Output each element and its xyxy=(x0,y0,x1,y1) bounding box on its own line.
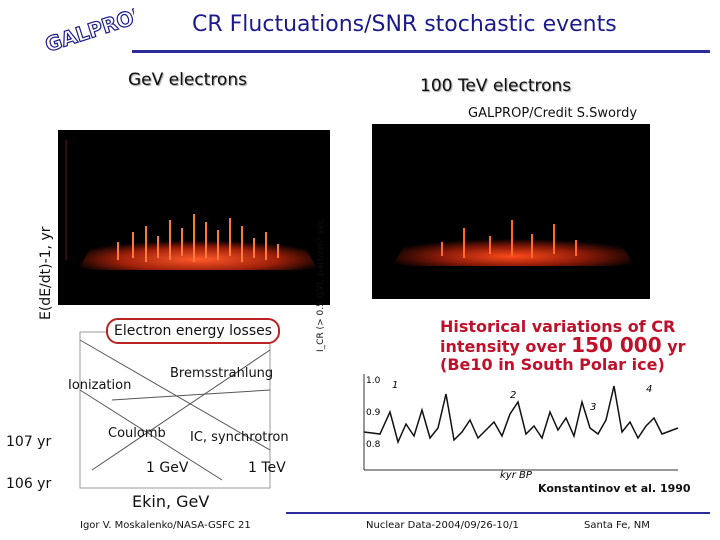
loss-title-box: Electron energy losses xyxy=(106,318,280,344)
history-attribution: Konstantinov et al. 1990 xyxy=(538,482,691,495)
history-ylabel: I_CR (> 0.5 GV), part/cm² sec xyxy=(316,219,326,352)
slide-title: CR Fluctuations/SNR stochastic events xyxy=(192,12,617,37)
label-coulomb: Coulomb xyxy=(108,426,166,441)
footer-rule xyxy=(286,512,710,514)
label-ionization: Ionization xyxy=(68,378,132,393)
history-xlabel: kyr BP xyxy=(500,470,532,481)
loss-title: Electron energy losses xyxy=(113,323,273,339)
label-bremss: Bremsstrahlung xyxy=(170,366,274,381)
loss-plot xyxy=(72,330,272,490)
history-title-line1: Historical variations of CR xyxy=(440,317,676,336)
history-peak-2: 2 xyxy=(510,390,517,401)
image-credit: GALPROP/Credit S.Swordy xyxy=(468,106,638,121)
history-tick-y3: 0.8 xyxy=(366,440,381,450)
galprop-logo: GALPROP xyxy=(42,0,152,62)
title-rule xyxy=(132,50,710,53)
footer-conference: Nuclear Data-2004/09/26-10/1 xyxy=(366,520,519,531)
loss-ylabel: E(dE/dt)-1, yr xyxy=(38,226,54,321)
loss-xlabel: Ekin, GeV xyxy=(132,492,210,511)
logo-text: GALPROP xyxy=(44,8,134,57)
history-peak-4: 4 xyxy=(646,384,653,395)
history-peak-3: 3 xyxy=(590,402,597,413)
label-ic: IC, synchrotron xyxy=(190,430,289,445)
footer-author: Igor V. Moskalenko/NASA-GSFC 21 xyxy=(80,520,251,531)
history-plot xyxy=(340,372,680,472)
tick-1e6: 106 yr xyxy=(6,476,52,492)
history-title-line2a: intensity over xyxy=(440,337,572,356)
history-title-line3: (Be10 in South Polar ice) xyxy=(440,355,665,374)
footer-place: Santa Fe, NM xyxy=(584,520,650,531)
header-tev: 100 TeV electrons xyxy=(420,76,572,96)
label-1gev: 1 GeV xyxy=(146,460,189,476)
history-title: Historical variations of CR intensity ov… xyxy=(440,318,686,374)
history-tick-y2: 0.9 xyxy=(366,408,381,418)
history-title-line2c: yr xyxy=(661,337,686,356)
tick-1e7: 107 yr xyxy=(6,434,52,450)
label-1tev: 1 TeV xyxy=(248,460,286,476)
history-tick-y1: 1.0 xyxy=(366,376,381,386)
history-title-line2b: 150 000 xyxy=(571,333,662,357)
header-gev: GeV electrons xyxy=(128,70,247,90)
gev-electron-map xyxy=(58,130,330,305)
tev-electron-map xyxy=(372,124,650,299)
history-peak-1: 1 xyxy=(392,380,399,391)
